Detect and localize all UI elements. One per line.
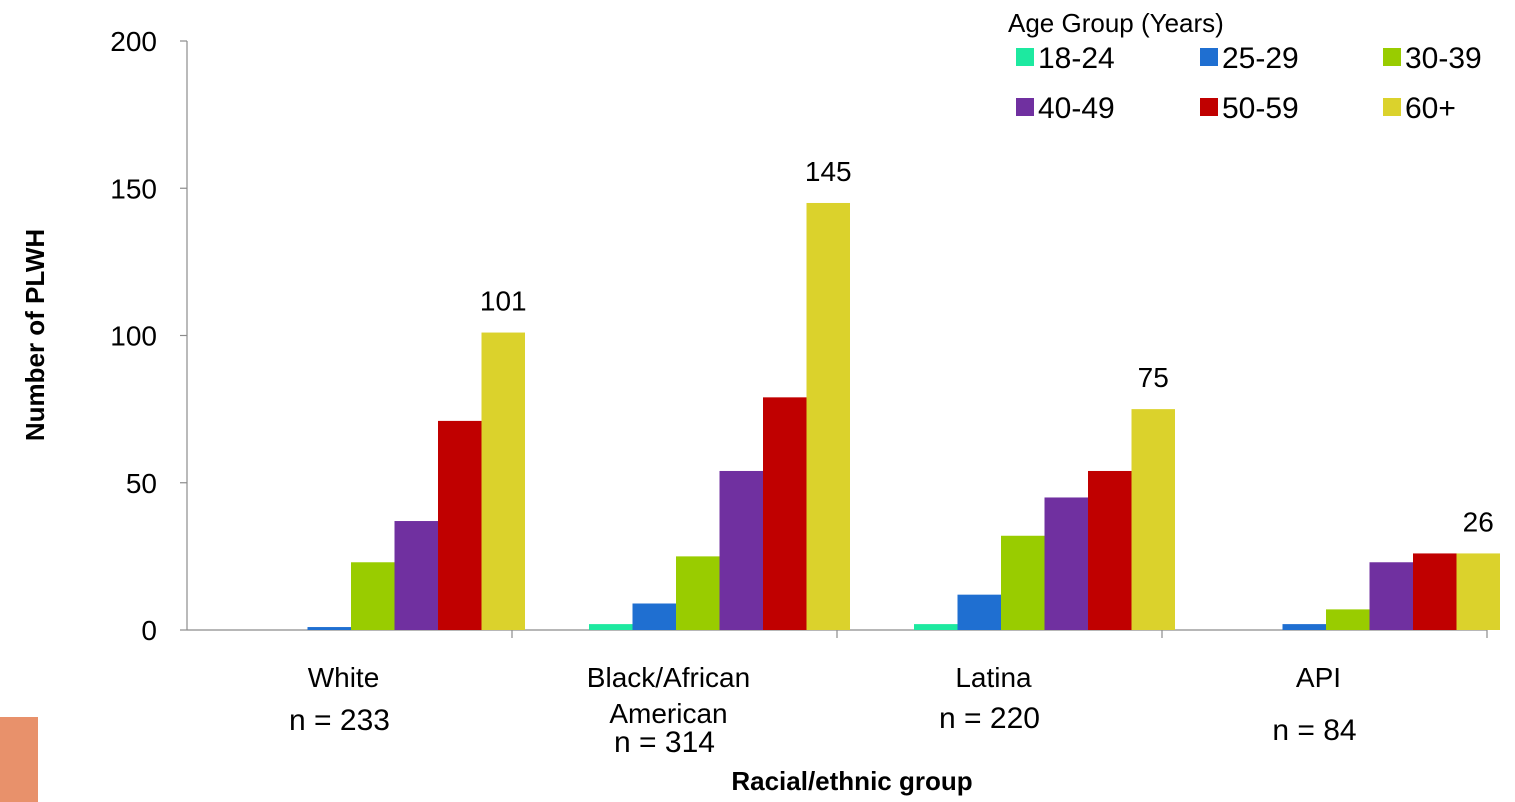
category-count-label: n = 220	[939, 702, 1040, 735]
slide-accent-block	[0, 717, 38, 802]
axes: 0 50 100 150 200 Number of PLWH Racial/ethnic …	[20, 26, 1488, 796]
bar	[589, 624, 633, 630]
bar	[438, 420, 482, 630]
bar	[676, 556, 720, 630]
legend-label: 18-24	[1038, 42, 1115, 75]
bar	[1369, 562, 1413, 630]
x-tick-label: Black/African American	[587, 662, 750, 729]
bar	[394, 521, 438, 630]
y-tick-label: 50	[126, 468, 157, 499]
legend-label: 30-39	[1405, 42, 1482, 75]
bar	[806, 202, 850, 630]
bar	[1456, 553, 1500, 630]
bar	[1088, 470, 1132, 630]
bar	[1131, 409, 1175, 630]
category-count-label: n = 233	[289, 704, 390, 737]
legend-swatch	[1016, 98, 1034, 116]
legend-swatch	[1200, 98, 1218, 116]
x-tick-label: API	[1296, 662, 1341, 693]
legend-swatch	[1200, 48, 1218, 66]
bar	[719, 470, 763, 630]
category-count-label: n = 84	[1272, 714, 1356, 747]
bar	[957, 594, 1001, 630]
y-axis-title: Number of PLWH	[20, 229, 50, 441]
bar	[632, 603, 676, 630]
bars	[307, 202, 1500, 630]
bar	[763, 397, 807, 630]
legend-swatch	[1383, 98, 1401, 116]
legend-title: Age Group (Years)	[1008, 8, 1224, 38]
bar	[914, 624, 958, 630]
bar	[1282, 624, 1326, 630]
bar	[1044, 497, 1088, 630]
y-tick-label: 150	[110, 173, 157, 204]
x-tick-label: Latina	[955, 662, 1032, 693]
data-label: 145	[805, 156, 852, 187]
legend-swatch	[1016, 48, 1034, 66]
data-label: 26	[1463, 506, 1494, 537]
legend: Age Group (Years) 18-24 25-29 30-39 40-49 50-…	[1008, 8, 1482, 125]
labels: 101 145 75 26 White n = 233 Black/African Ameri…	[289, 156, 1494, 759]
y-tick-label: 0	[141, 615, 157, 646]
bar	[307, 627, 351, 630]
bar	[1001, 535, 1045, 630]
data-label: 75	[1138, 362, 1169, 393]
legend-label: 60+	[1405, 92, 1456, 125]
bar	[1413, 553, 1457, 630]
category-count-label: n = 314	[614, 726, 715, 759]
legend-label: 40-49	[1038, 92, 1115, 125]
x-axis-title: Racial/ethnic group	[731, 766, 972, 796]
y-tick-label: 100	[110, 321, 157, 352]
legend-label: 50-59	[1222, 92, 1299, 125]
bar	[351, 562, 395, 630]
bar	[1326, 609, 1370, 630]
legend-label: 25-29	[1222, 42, 1299, 75]
data-label: 101	[480, 286, 527, 317]
legend-swatch	[1383, 48, 1401, 66]
x-tick-label: White	[308, 662, 380, 693]
y-tick-label: 200	[110, 26, 157, 57]
bar	[481, 332, 525, 630]
